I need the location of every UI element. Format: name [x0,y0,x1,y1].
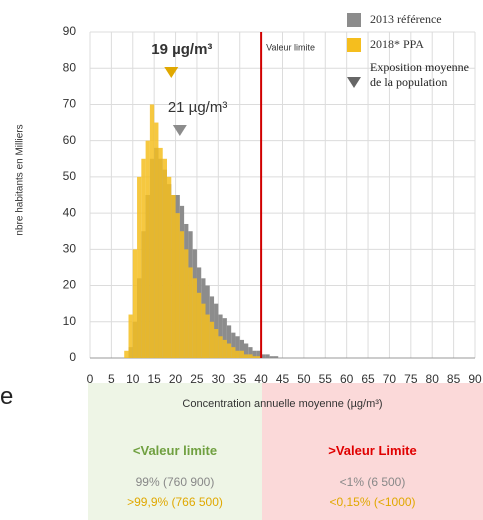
bar [239,339,244,358]
bar [231,332,236,358]
x-tick-label: 55 [319,372,333,386]
bar [184,249,189,358]
bar [167,176,172,358]
bar [248,354,253,358]
panel-below: <Valeur limite 99% (760 900) >99,9% (766… [88,383,262,520]
x-tick-label: 40 [254,372,268,386]
bar [222,318,227,358]
bar [273,356,279,358]
x-tick-label: 35 [233,372,247,386]
x-tick-label: 15 [147,372,161,386]
bar [239,350,244,358]
x-tick-label: 65 [361,372,375,386]
bar [124,350,129,358]
fragment: e [0,383,14,410]
row: <0,15% (<1000) [329,495,416,509]
x-tick-label: 50 [297,372,311,386]
panel-above: >Valeur Limite <1% (6 500) <0,15% (<1000… [262,383,483,520]
bar [244,354,249,358]
x-tick-label: 70 [383,372,397,386]
exposure-marker [164,67,179,78]
y-tick-label: 40 [63,205,77,219]
bar [256,350,262,358]
bar [205,314,210,358]
x-tick-label: 85 [447,372,461,386]
legend-exposure: Exposition moyenne de la population [370,60,469,89]
bar [154,122,159,358]
bar [209,321,215,358]
legend-swatch [347,38,361,52]
bar [252,356,257,358]
bar [137,176,142,358]
y-tick-label: 10 [63,314,77,328]
row: >99,9% (766 500) [127,495,223,509]
heading: <Valeur limite [132,443,218,458]
bar [214,329,219,358]
bar [256,356,262,358]
heading: >Valeur Limite [328,443,417,458]
bar [248,347,253,358]
y-tick-label: 60 [63,133,77,147]
bar [226,343,232,358]
x-tick-label: 20 [169,372,183,386]
y-axis-label: nbre habitants en Milliers [15,124,26,235]
exposure-marker [172,125,187,136]
bar [128,314,133,358]
bar [201,303,206,358]
legend-label: 2018* PPA [370,37,424,51]
legend-swatch [347,13,361,27]
bar [252,350,257,358]
y-tick-label: 80 [63,60,77,74]
bar [179,231,185,358]
bar [235,336,240,358]
bar [218,336,223,358]
x-tick-label: 90 [468,372,482,386]
bar [261,354,266,358]
x-tick-label: 25 [190,372,204,386]
y-tick-label: 30 [63,242,77,256]
x-tick-label: 10 [126,372,140,386]
bar [265,354,270,358]
bar [196,292,202,358]
bar [141,158,146,358]
bar [222,339,227,358]
x-tick-label: 0 [87,372,94,386]
limit-label: Valeur limite [266,42,315,52]
bar [192,278,197,358]
bar [244,343,249,358]
y-tick-label: 50 [63,169,77,183]
x-tick-label: 5 [108,372,115,386]
exposure-label: 19 µg/m³ [151,41,212,58]
exposure-label: 21 µg/m³ [168,99,228,116]
bar [235,350,240,358]
y-tick-label: 20 [63,278,77,292]
bar [269,356,274,358]
x-tick-label: 75 [404,372,418,386]
x-axis-label: Concentration annuelle moyenne (µg/m³) [182,398,382,410]
legend-marker [347,77,361,88]
y-tick-label: 90 [63,24,77,38]
x-tick-label: 80 [426,372,440,386]
bar [158,147,163,358]
x-tick-label: 60 [340,372,354,386]
bar [149,104,155,358]
row: 99% (760 900) [135,475,215,489]
x-tick-label: 45 [276,372,290,386]
bar [175,213,180,358]
bar [226,325,232,358]
bar [188,267,193,358]
x-tick-label: 30 [212,372,226,386]
row: <1% (6 500) [339,475,406,489]
bar [231,347,236,358]
bar [132,249,138,358]
y-tick-label: 0 [69,350,76,364]
bar [162,158,167,358]
legend-label: 2013 référence [370,12,442,26]
y-tick-label: 70 [63,97,77,111]
bar [171,195,176,358]
bar [145,140,150,358]
